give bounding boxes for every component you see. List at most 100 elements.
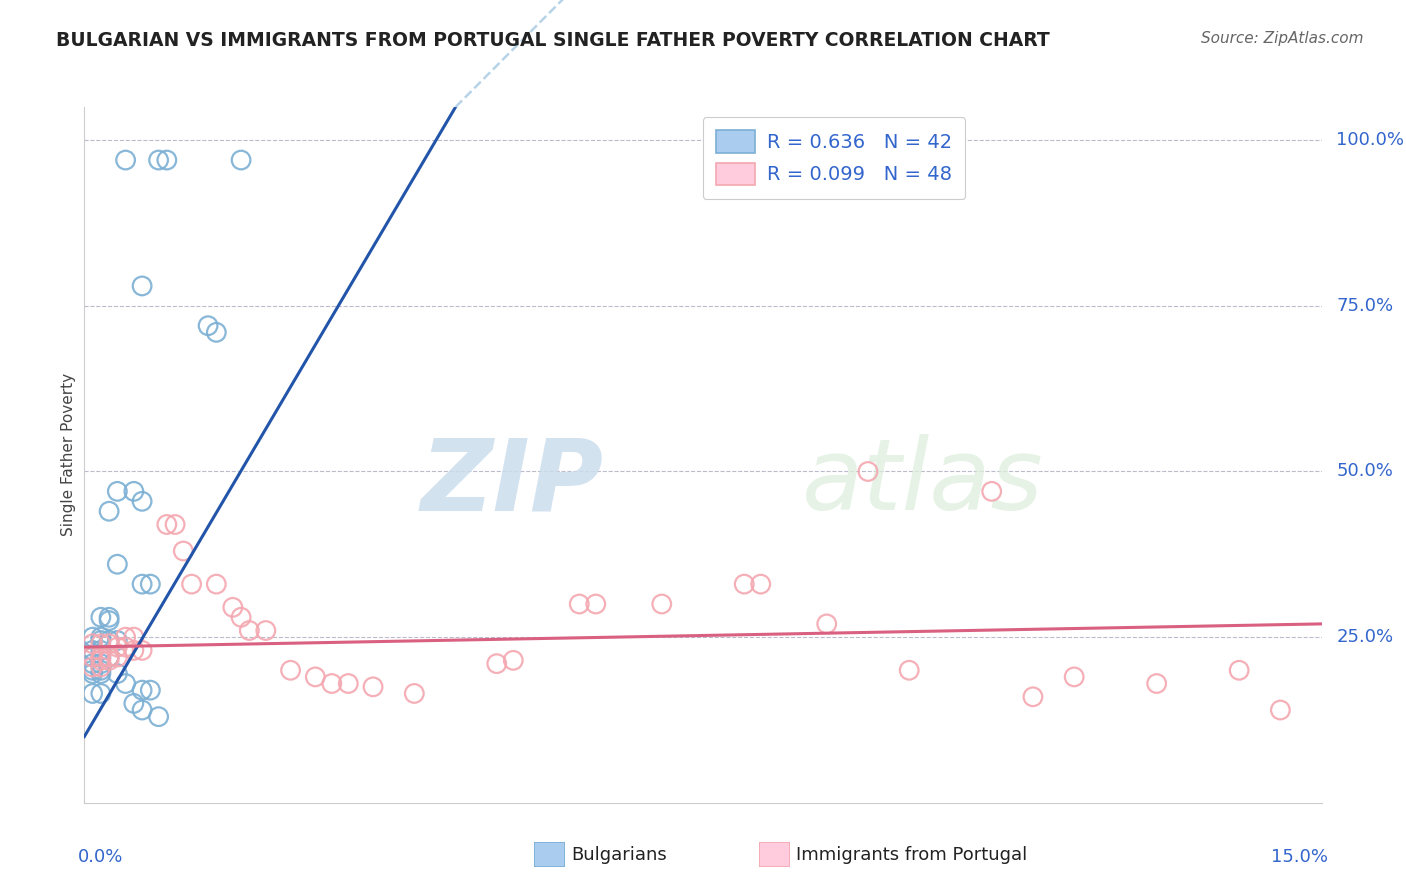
Point [148,153,170,167]
Point [222,600,245,615]
Text: 0.0%: 0.0% [79,848,124,866]
Point [105,650,128,665]
Text: 75.0%: 75.0% [1337,297,1393,315]
Point [321,676,343,690]
Point [131,643,153,657]
Point [82,657,104,671]
Point [337,676,360,690]
Point [280,663,302,677]
Text: 25.0%: 25.0% [1337,628,1393,646]
Point [90,657,112,671]
Point [98,610,121,624]
Point [90,610,112,624]
Point [90,650,112,665]
Point [148,709,170,723]
Text: BULGARIAN VS IMMIGRANTS FROM PORTUGAL SINGLE FATHER POVERTY CORRELATION CHART: BULGARIAN VS IMMIGRANTS FROM PORTUGAL SI… [56,31,1050,50]
Text: Immigrants from Portugal: Immigrants from Portugal [796,846,1026,863]
Point [105,666,128,681]
Point [98,637,121,651]
Point [90,663,112,677]
Point [82,650,104,665]
Point [238,624,260,638]
Point [105,633,128,648]
Point [651,597,673,611]
Point [114,153,136,167]
Point [1227,663,1250,677]
Point [361,680,384,694]
Point [815,616,838,631]
Point [82,686,104,700]
Point [90,630,112,644]
Point [205,326,228,340]
Point [304,670,326,684]
Point [254,624,277,638]
Point [122,697,145,711]
Point [980,484,1002,499]
Text: 50.0%: 50.0% [1337,462,1393,481]
Text: Bulgarians: Bulgarians [571,846,666,863]
Point [122,484,145,499]
Point [82,660,104,674]
Point [1146,676,1168,690]
Point [82,637,104,651]
Point [90,666,112,681]
Point [131,683,153,698]
Point [1063,670,1085,684]
Text: 100.0%: 100.0% [1337,131,1405,149]
Text: ZIP: ZIP [420,434,605,532]
Point [98,504,121,518]
Point [105,558,128,572]
Point [585,597,607,611]
Point [82,666,104,681]
Point [82,663,104,677]
Point [90,633,112,648]
Point [131,703,153,717]
Point [98,650,121,665]
Point [114,676,136,690]
Point [90,686,112,700]
Point [98,614,121,628]
Point [205,577,228,591]
Text: atlas: atlas [801,434,1043,532]
Point [229,610,252,624]
Point [156,517,179,532]
Point [105,484,128,499]
Point [1022,690,1045,704]
Point [485,657,508,671]
Point [404,686,426,700]
Text: 15.0%: 15.0% [1271,848,1327,866]
Point [90,643,112,657]
Point [733,577,755,591]
Point [898,663,921,677]
Point [131,279,153,293]
Y-axis label: Single Father Poverty: Single Father Poverty [60,374,76,536]
Point [122,630,145,644]
Point [82,630,104,644]
Point [90,660,112,674]
Point [749,577,772,591]
Point [156,153,179,167]
Point [114,630,136,644]
Point [90,653,112,667]
Point [165,517,187,532]
Point [172,544,194,558]
Point [139,577,162,591]
Point [131,494,153,508]
Point [114,640,136,654]
Point [122,643,145,657]
Point [502,653,524,667]
Point [180,577,202,591]
Point [197,318,219,333]
Point [82,643,104,657]
Point [856,465,879,479]
Point [82,650,104,665]
Point [90,650,112,665]
Point [90,637,112,651]
Point [105,640,128,654]
Point [229,153,252,167]
Point [98,650,121,665]
Point [139,683,162,698]
Point [1270,703,1292,717]
Point [98,633,121,648]
Legend: R = 0.636   N = 42, R = 0.099   N = 48: R = 0.636 N = 42, R = 0.099 N = 48 [703,117,966,199]
